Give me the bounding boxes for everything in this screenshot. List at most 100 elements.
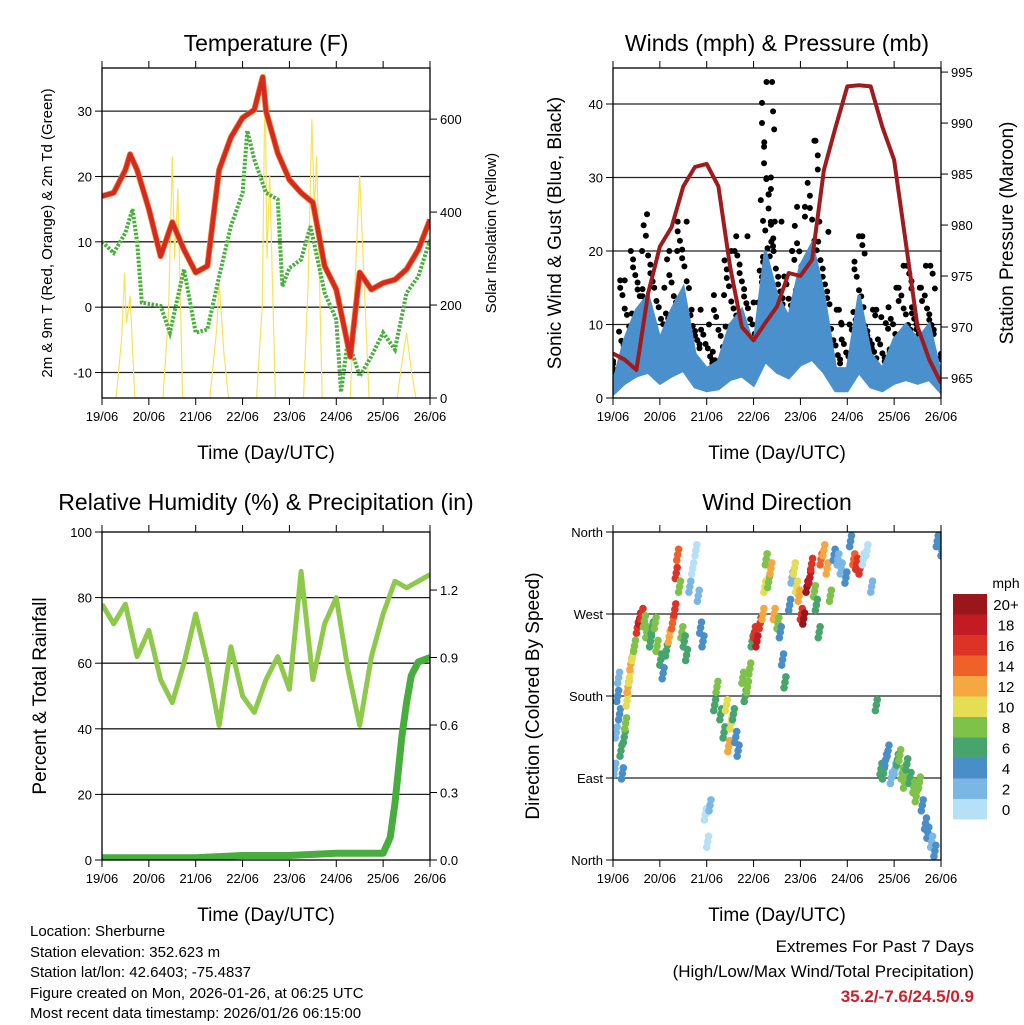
gust-point xyxy=(685,285,692,292)
gust-point xyxy=(707,353,714,360)
gust-point xyxy=(749,321,756,328)
right-y-tick-label: 970 xyxy=(951,320,973,335)
gust-point xyxy=(861,250,868,257)
y-tick-label: 10 xyxy=(589,318,603,333)
y-tick-label: 40 xyxy=(78,722,92,737)
relative-humidity-line xyxy=(102,568,430,728)
gust-point xyxy=(819,265,826,272)
x-tick-label: 21/06 xyxy=(179,409,212,424)
colorbar-swatch xyxy=(953,655,987,676)
gust-point xyxy=(851,258,858,265)
gust-point xyxy=(613,358,616,365)
gust-point xyxy=(778,218,785,225)
x-tick-label: 25/06 xyxy=(367,409,400,424)
wind-direction-point xyxy=(903,755,912,763)
wind-direction-point xyxy=(619,764,628,772)
y-tick-label: 0 xyxy=(596,391,603,406)
gust-point xyxy=(621,277,628,284)
x-tick-label: 20/06 xyxy=(644,871,677,886)
latlon-text: Station lat/lon: 42.6403; -75.4837 xyxy=(30,964,252,981)
wind-direction-point xyxy=(693,540,701,549)
gust-point xyxy=(843,349,850,356)
gust-point xyxy=(679,255,686,262)
x-tick-label: 23/06 xyxy=(273,409,306,424)
gust-point xyxy=(736,270,743,277)
gust-point xyxy=(882,320,889,327)
x-tick-label: 22/06 xyxy=(226,871,259,886)
wind-direction-point xyxy=(885,741,893,749)
location-text: Location: Sherburne xyxy=(30,923,166,940)
colorbar-swatch xyxy=(953,594,987,615)
gust-point xyxy=(657,315,664,322)
x-tick-label: 21/06 xyxy=(179,871,212,886)
colorbar-label: 10 xyxy=(998,700,1015,717)
gust-point xyxy=(709,348,716,355)
y-axis-label: Percent & Total Rainfall xyxy=(30,597,51,794)
y-axis-label: 2m & 9m T (Red, Orange) & 2m Td (Green) xyxy=(39,88,56,377)
gust-point xyxy=(771,126,778,133)
gust-point xyxy=(812,137,819,144)
wind-direction-point xyxy=(777,622,786,631)
gust-point xyxy=(728,298,735,305)
gust-point xyxy=(705,321,712,328)
wind-direction-point xyxy=(631,636,640,645)
plot-area xyxy=(102,72,430,398)
gust-point xyxy=(821,281,828,288)
wind-direction-point xyxy=(936,532,941,536)
wind-direction-point xyxy=(686,577,695,585)
gust-point xyxy=(651,284,658,291)
gust-point xyxy=(809,216,816,223)
extremes-box: Extremes For Past 7 Days (High/Low/Max W… xyxy=(673,934,974,1009)
gust-point xyxy=(632,272,639,279)
gust-point xyxy=(700,331,707,338)
gust-point xyxy=(796,248,803,255)
gust-point xyxy=(744,233,751,240)
chart-title: Relative Humidity (%) & Precipitation (i… xyxy=(58,489,473,515)
wind-direction-point xyxy=(907,768,915,777)
gust-point xyxy=(756,267,763,274)
gust-point xyxy=(666,272,673,279)
gust-point xyxy=(859,233,866,240)
dewpoint-line xyxy=(102,130,430,393)
gust-point xyxy=(627,248,634,255)
gust-point xyxy=(681,263,688,270)
wind-direction-panel: Wind Direction Time (Day/UTC) Direction (C… xyxy=(523,489,1020,926)
gust-point xyxy=(741,286,748,293)
plot-area xyxy=(613,532,941,860)
right-y-tick-label: 400 xyxy=(440,205,462,220)
gust-point xyxy=(856,287,862,294)
y-tick-label: 20 xyxy=(78,169,92,184)
wind-direction-point xyxy=(622,714,631,722)
wind-direction-point xyxy=(820,540,829,549)
gust-point xyxy=(730,305,737,312)
gust-point xyxy=(721,292,728,299)
wind-direction-point xyxy=(813,595,822,604)
wind-direction-point xyxy=(613,765,619,773)
wind-direction-point xyxy=(768,559,776,567)
gust-point xyxy=(726,283,733,290)
wind-direction-point xyxy=(763,550,771,558)
winds-panel: Winds (mph) & Pressure (mb) Time (Day/UTC… xyxy=(545,30,1018,464)
wind-direction-point xyxy=(771,604,779,613)
x-tick-label: 26/06 xyxy=(414,409,447,424)
wind-direction-point xyxy=(660,663,668,672)
x-tick-label: 22/06 xyxy=(737,409,770,424)
y-tick-label: 80 xyxy=(78,591,92,606)
wind-direction-point xyxy=(676,577,685,585)
wind-direction-point xyxy=(919,796,927,804)
wind-direction-point xyxy=(938,546,941,554)
gust-point xyxy=(760,217,767,224)
wind-direction-point xyxy=(791,559,800,567)
gust-point xyxy=(926,316,933,323)
x-tick-label: 25/06 xyxy=(367,871,400,886)
x-tick-label: 20/06 xyxy=(133,409,166,424)
gust-point xyxy=(710,306,717,313)
gust-point xyxy=(840,341,847,348)
gust-point xyxy=(694,337,701,344)
gust-point xyxy=(761,160,768,167)
wind-direction-point xyxy=(613,723,622,731)
wind-direction-point xyxy=(760,604,768,613)
y-tick-label: 30 xyxy=(589,171,603,186)
y-tick-label: 100 xyxy=(70,525,92,540)
gust-point xyxy=(759,99,766,106)
